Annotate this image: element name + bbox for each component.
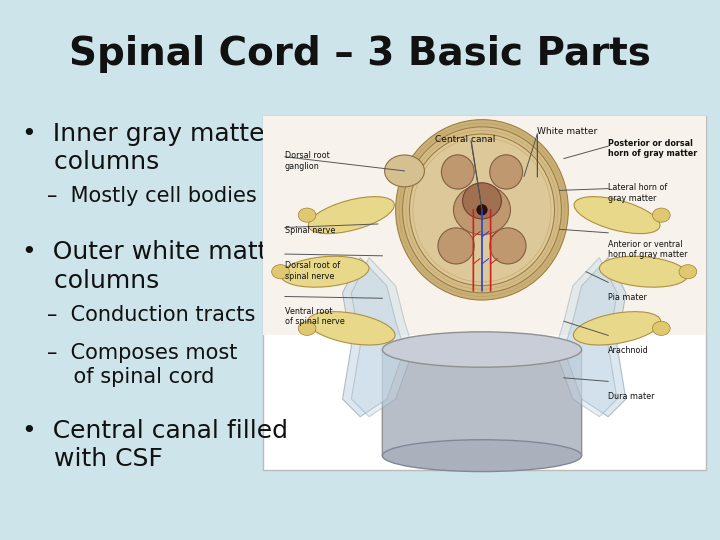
Polygon shape — [564, 258, 626, 417]
Text: Ventral root
of spinal nerve: Ventral root of spinal nerve — [285, 307, 345, 327]
Ellipse shape — [490, 228, 526, 264]
Text: Spinal nerve: Spinal nerve — [285, 226, 336, 235]
FancyBboxPatch shape — [382, 349, 582, 456]
Text: Pia mater: Pia mater — [608, 293, 647, 302]
Text: Anterior or ventral
horn of gray matter: Anterior or ventral horn of gray matter — [608, 240, 688, 259]
Text: –  Composes most
    of spinal cord: – Composes most of spinal cord — [47, 343, 237, 387]
Ellipse shape — [441, 155, 474, 189]
Text: •  Central canal filled
    with CSF: • Central canal filled with CSF — [22, 418, 287, 471]
Text: •  Inner gray matter
    columns: • Inner gray matter columns — [22, 122, 274, 174]
Text: Posterior or dorsal
horn of gray matter: Posterior or dorsal horn of gray matter — [608, 139, 698, 159]
Ellipse shape — [454, 185, 510, 235]
Ellipse shape — [298, 208, 316, 222]
Polygon shape — [555, 258, 617, 417]
Text: –  Conduction tracts: – Conduction tracts — [47, 305, 255, 325]
Ellipse shape — [573, 312, 661, 345]
Text: Dura mater: Dura mater — [608, 392, 654, 401]
Ellipse shape — [652, 321, 670, 335]
Ellipse shape — [600, 256, 688, 287]
Text: White matter: White matter — [537, 127, 598, 136]
FancyBboxPatch shape — [263, 116, 706, 335]
Ellipse shape — [490, 155, 523, 189]
Text: Dorsal root
ganglion: Dorsal root ganglion — [285, 151, 330, 171]
Ellipse shape — [652, 208, 670, 222]
Text: Spinal Cord – 3 Basic Parts: Spinal Cord – 3 Basic Parts — [69, 35, 651, 73]
Text: –  Mostly cell bodies: – Mostly cell bodies — [47, 186, 256, 206]
Ellipse shape — [307, 312, 395, 345]
Text: •  Outer white matter
    columns: • Outer white matter columns — [22, 240, 293, 293]
Text: Dorsal root of
spinal nerve: Dorsal root of spinal nerve — [285, 261, 340, 280]
Ellipse shape — [679, 265, 697, 279]
Text: Central canal: Central canal — [436, 134, 496, 144]
Ellipse shape — [382, 332, 582, 367]
Ellipse shape — [410, 134, 554, 286]
Ellipse shape — [402, 127, 562, 293]
Ellipse shape — [574, 197, 660, 234]
Polygon shape — [351, 258, 413, 417]
Ellipse shape — [438, 228, 474, 264]
Ellipse shape — [271, 265, 289, 279]
Text: Arachnoid: Arachnoid — [608, 346, 649, 355]
Ellipse shape — [395, 120, 568, 300]
Polygon shape — [343, 258, 405, 417]
Ellipse shape — [308, 197, 395, 234]
Ellipse shape — [281, 256, 369, 287]
Circle shape — [477, 205, 487, 215]
Ellipse shape — [298, 321, 316, 335]
Ellipse shape — [384, 155, 424, 187]
Ellipse shape — [462, 183, 501, 219]
Text: Lateral horn of
gray matter: Lateral horn of gray matter — [608, 183, 667, 202]
Ellipse shape — [382, 440, 582, 471]
FancyBboxPatch shape — [263, 116, 706, 470]
